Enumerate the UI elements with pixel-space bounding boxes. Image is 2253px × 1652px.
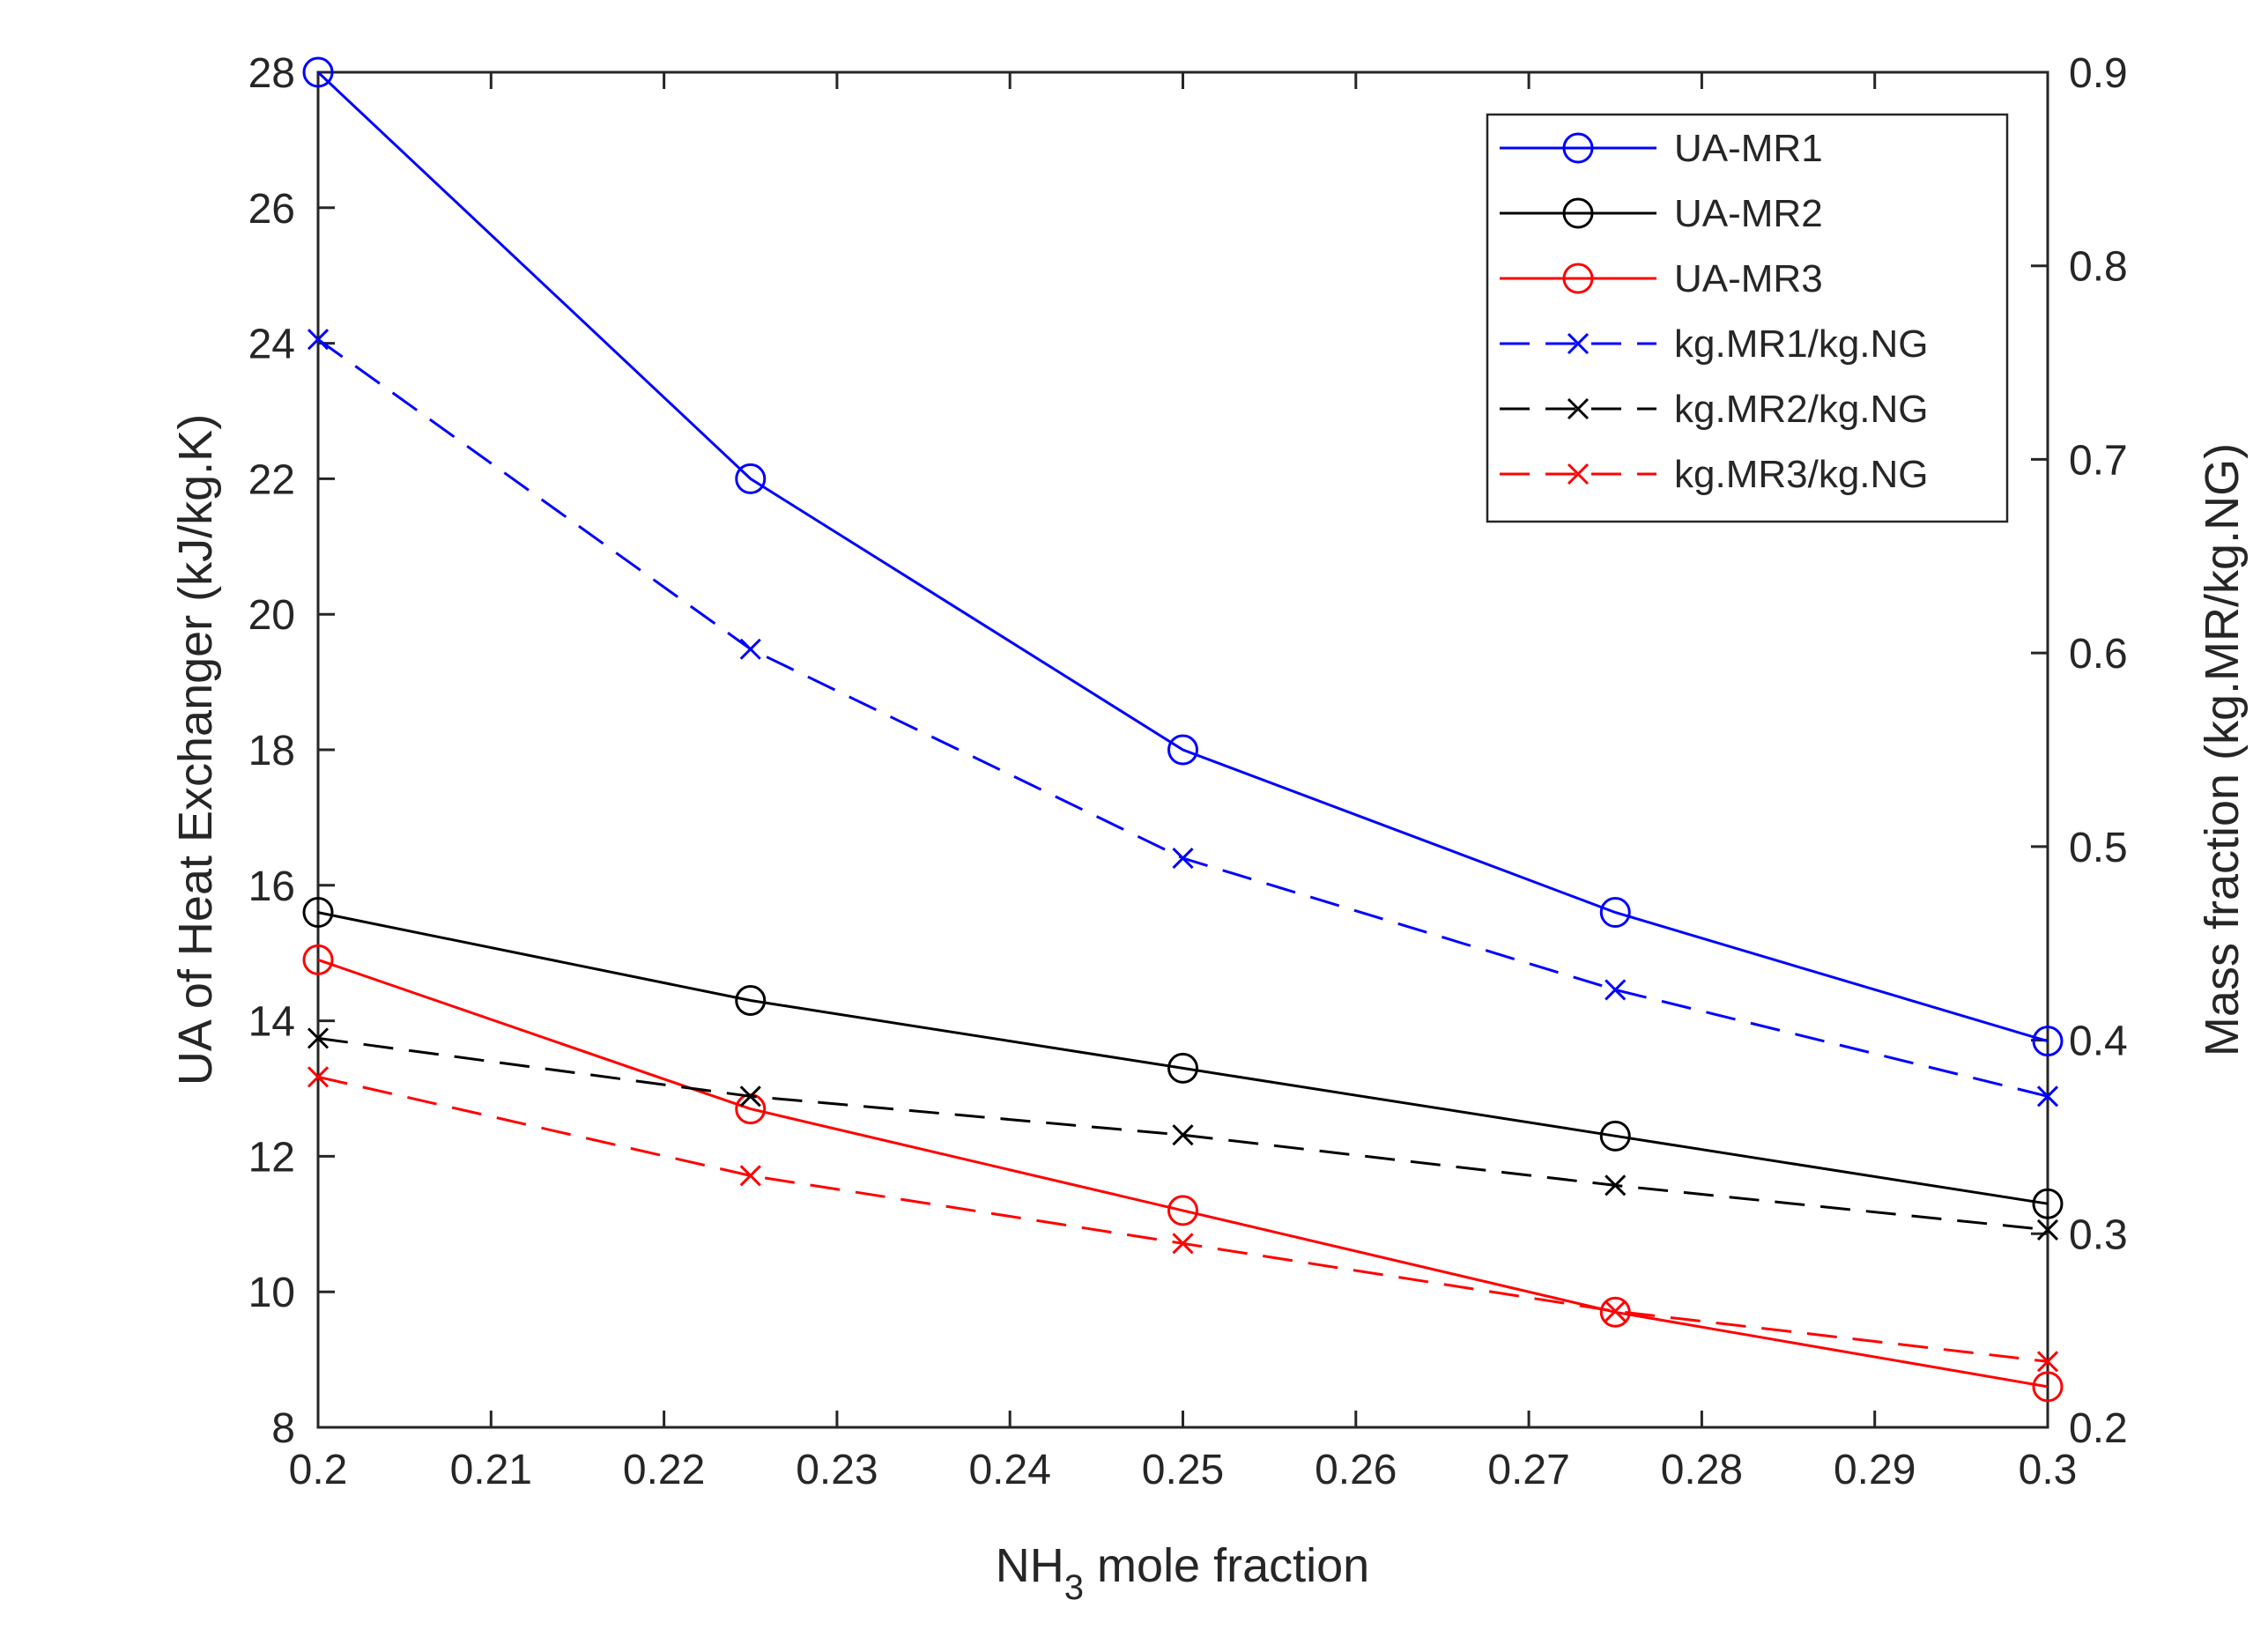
legend-entry: kg.MR3/kg.NG <box>1500 453 1929 496</box>
data-point-cross <box>2036 1085 2059 1108</box>
x-axis-title: NH3 mole fraction <box>996 1539 1369 1607</box>
legend-marker <box>1567 463 1590 485</box>
data-point-cross <box>1172 1233 1194 1255</box>
x-tick-label: 0.28 <box>1661 1447 1743 1493</box>
data-point-cross <box>307 329 330 351</box>
legend-label: kg.MR2/kg.NG <box>1674 388 1929 431</box>
x-tick-label: 0.2 <box>289 1447 348 1493</box>
y-left-axis-title: UA of Heat Exchanger (kJ/kg.K) <box>169 414 222 1085</box>
data-point-cross <box>1172 1124 1194 1146</box>
y-left-tick-label: 14 <box>248 999 295 1046</box>
legend-marker <box>1562 263 1594 294</box>
y-right-tick-label: 0.9 <box>2069 50 2128 97</box>
legend-label: kg.MR1/kg.NG <box>1674 322 1929 366</box>
legend-marker <box>1562 132 1594 164</box>
data-point-cross <box>2036 1219 2059 1241</box>
data-point-circle <box>1599 1120 1631 1152</box>
x-tick-label: 0.24 <box>968 1447 1050 1493</box>
y-left-tick-label: 20 <box>248 592 295 639</box>
legend-entry: UA-MR2 <box>1500 192 1823 235</box>
data-point-circle <box>735 463 767 494</box>
data-point-circle <box>2032 1371 2064 1403</box>
series-ua-mr1 <box>302 56 2064 1057</box>
data-point-cross <box>2036 1351 2059 1373</box>
data-point-circle <box>735 985 767 1017</box>
data-point-cross <box>1605 1300 1627 1322</box>
series-layer <box>302 56 2064 1403</box>
x-tick-label: 0.26 <box>1315 1447 1397 1493</box>
y-left-tick-label: 16 <box>248 863 295 910</box>
x-tick-label: 0.3 <box>2019 1447 2078 1493</box>
data-point-circle <box>1167 1052 1198 1084</box>
legend-marker <box>1562 197 1594 229</box>
legend-marker <box>1567 397 1590 420</box>
axis-ticks: 0.2 0.21 0.22 0.23 0.24 0.25 0.26 0.27 0.28 0.29 0… <box>248 50 2128 1493</box>
y-left-tick-label: 28 <box>248 50 295 97</box>
legend-label: UA-MR3 <box>1674 257 1823 300</box>
series-line <box>317 911 2049 1205</box>
y-right-tick-label: 0.5 <box>2069 825 2128 871</box>
data-point-cross <box>739 1165 761 1187</box>
y-left-tick-label: 18 <box>248 728 295 774</box>
series-kg-mr1-kg-ng <box>307 329 2059 1108</box>
series-line <box>317 1036 2049 1232</box>
series-line <box>317 958 2049 1389</box>
legend-entry: kg.MR1/kg.NG <box>1500 322 1929 366</box>
x-tick-label: 0.27 <box>1487 1447 1569 1493</box>
y-right-axis-title: Mass fraction (kg.MR/kg.NG) <box>2196 443 2249 1056</box>
legend-entry: UA-MR1 <box>1500 127 1823 170</box>
y-right-tick-label: 0.3 <box>2069 1211 2128 1258</box>
data-point-circle <box>2032 1188 2064 1219</box>
y-left-tick-label: 22 <box>248 456 295 503</box>
legend: UA-MR1 UA-MR2 UA-MR3 kg.MR1/kg.NG kg.MR2/kg.… <box>1486 113 2009 523</box>
legend-label: UA-MR1 <box>1674 127 1823 170</box>
data-point-cross <box>739 638 761 660</box>
legend-label: kg.MR3/kg.NG <box>1674 453 1929 496</box>
data-point-circle <box>302 944 334 975</box>
y-left-tick-label: 12 <box>248 1134 295 1181</box>
data-point-circle <box>1167 734 1198 766</box>
x-tick-label: 0.25 <box>1142 1447 1224 1493</box>
series-kg-mr2-kg-ng <box>307 1027 2059 1241</box>
y-left-tick-label: 24 <box>248 322 295 368</box>
series-ua-mr2 <box>302 897 2064 1219</box>
legend-label: UA-MR2 <box>1674 192 1823 235</box>
data-point-circle <box>302 897 334 929</box>
legend-entry: kg.MR2/kg.NG <box>1500 388 1929 431</box>
legend-marker <box>1567 332 1590 355</box>
data-point-circle <box>302 56 334 88</box>
y-right-tick-label: 0.6 <box>2069 631 2128 678</box>
data-point-cross <box>307 1027 330 1049</box>
x-tick-label: 0.29 <box>1834 1447 1916 1493</box>
series-line <box>316 70 2049 1043</box>
data-point-cross <box>307 1066 330 1088</box>
data-point-circle <box>2032 1026 2064 1057</box>
y-left-tick-label: 10 <box>248 1270 295 1316</box>
x-tick-label: 0.23 <box>796 1447 878 1493</box>
legend-box <box>1486 113 2009 523</box>
y-right-tick-label: 0.2 <box>2069 1405 2128 1452</box>
legend-entry: UA-MR3 <box>1500 257 1823 300</box>
series-ua-mr3 <box>302 944 2064 1403</box>
y-right-tick-label: 0.4 <box>2069 1019 2128 1065</box>
data-point-circle <box>1599 897 1631 929</box>
series-kg-mr3-kg-ng <box>307 1066 2059 1373</box>
y-right-tick-label: 0.8 <box>2069 244 2128 291</box>
y-left-tick-label: 8 <box>271 1405 295 1452</box>
x-tick-label: 0.21 <box>450 1447 532 1493</box>
data-point-cross <box>1605 979 1627 1001</box>
y-right-tick-label: 0.7 <box>2069 437 2128 484</box>
data-point-cross <box>1605 1174 1627 1196</box>
data-point-circle <box>1167 1195 1198 1226</box>
data-point-cross <box>739 1085 761 1108</box>
y-left-tick-label: 26 <box>248 186 295 233</box>
data-point-cross <box>1172 847 1194 870</box>
x-tick-label: 0.22 <box>623 1447 705 1493</box>
